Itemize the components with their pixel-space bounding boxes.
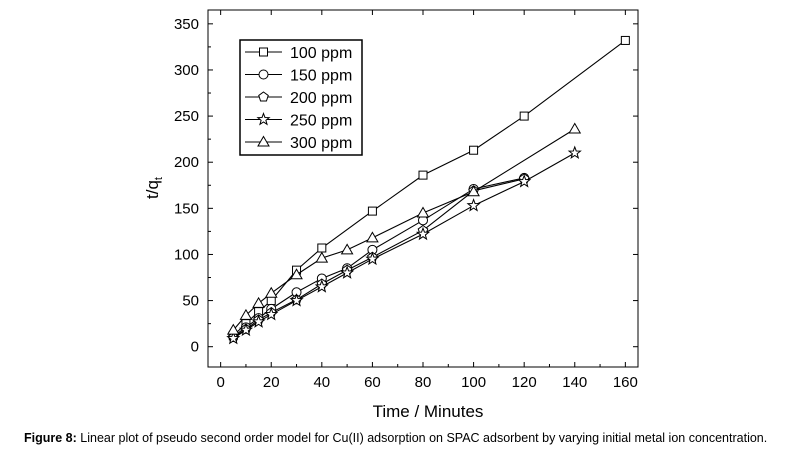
data-point [467,185,480,197]
legend-entry: 300 ppm [245,135,352,152]
legend-marker [258,69,269,80]
y-tick-label: 250 [174,108,199,125]
data-point [469,145,479,155]
data-point [340,265,355,279]
data-point [519,111,529,121]
x-tick-label: 100 [461,374,486,391]
data-point [340,243,354,255]
data-point [365,251,380,266]
legend-label: 300 ppm [290,135,352,152]
data-point [315,251,329,263]
y-tick-label: 350 [174,16,199,33]
data-point [239,308,253,320]
x-tick-label: 120 [512,374,537,391]
x-tick-label: 0 [216,374,224,391]
x-tick-label: 80 [415,374,432,391]
y-axis-title-sub: t [153,177,165,180]
y-tick-label: 200 [174,154,199,171]
data-point [568,122,582,134]
legend-entry: 100 ppm [245,45,352,62]
x-tick-label: 40 [313,374,330,391]
x-tick-label: 160 [613,374,638,391]
data-point [264,306,279,321]
caption-text: Linear plot of pseudo second order model… [76,431,768,445]
data-point [238,322,254,337]
axes: 0 20 40 60 80 100 120 140 160 0 50 100 150 200 250 300 3… [174,9,639,391]
data-point [416,206,430,218]
chart: 0 20 40 60 80 100 120 140 160 0 50 100 150 200 250 300 3… [143,9,639,421]
x-axis-title: Time / Minutes [373,402,484,421]
figure-caption: Figure 8: Linear plot of pseudo second o… [24,431,784,445]
data-point [366,231,379,243]
series-layer [226,35,630,345]
data-point [418,170,428,180]
data-point [252,296,265,308]
legend-label: 250 ppm [290,113,352,130]
legend: 100 ppm 150 ppm 200 ppm 250 ppm 300 ppm [239,39,363,156]
series-3 [226,145,582,345]
legend-label: 200 ppm [290,90,352,107]
data-point [620,35,630,45]
legend-marker [256,112,271,126]
x-tick-label: 140 [562,374,587,391]
data-point [466,198,481,212]
y-axis-title-main: t/q [143,180,162,199]
data-point [290,268,303,280]
data-point [289,293,304,307]
caption-label: Figure 8: [24,431,77,445]
data-point [266,296,276,306]
series-4 [226,122,582,335]
legend-label: 150 ppm [290,68,352,85]
legend-entry: 150 ppm [245,68,352,85]
y-tick-label: 100 [174,246,199,263]
data-point [226,323,240,335]
data-point [567,145,582,160]
data-point [226,330,241,345]
data-point [415,226,431,241]
data-point [251,314,266,328]
data-point [317,243,327,253]
data-point [264,286,278,298]
legend-entry: 200 ppm [245,90,352,107]
y-tick-label: 50 [182,293,199,310]
legend-marker [259,47,268,57]
x-tick-label: 20 [263,374,280,391]
legend-entry: 250 ppm [245,112,352,130]
y-tick-label: 0 [191,339,199,356]
legend-marker [257,135,270,147]
legend-label: 100 ppm [290,45,352,62]
data-point [314,279,329,293]
x-tick-label: 60 [364,374,381,391]
data-point [367,206,377,216]
y-axis-title: t/qt [143,177,165,199]
y-tick-label: 150 [174,200,199,217]
y-tick-label: 300 [174,62,199,79]
legend-marker [258,91,269,102]
data-point [517,174,532,188]
